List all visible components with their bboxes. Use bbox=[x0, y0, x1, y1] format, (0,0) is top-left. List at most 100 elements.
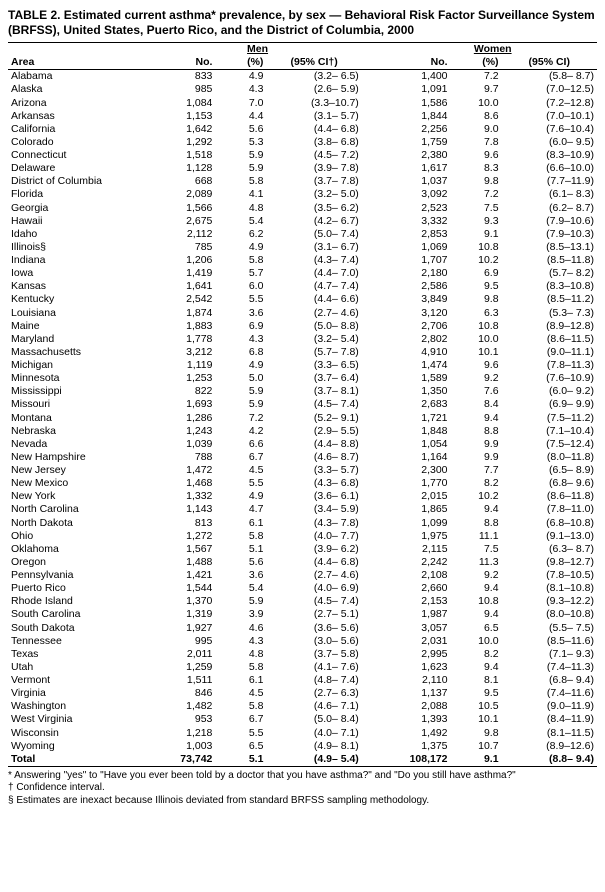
table-title: TABLE 2. Estimated current asthma* preva… bbox=[8, 8, 597, 38]
cell-men-no: 1,243 bbox=[153, 425, 215, 438]
cell-men-pct: 5.8 bbox=[215, 254, 266, 267]
cell-women-no: 1,865 bbox=[388, 503, 450, 516]
cell-men-pct: 5.8 bbox=[215, 175, 266, 188]
cell-men-ci: (3.5– 6.2) bbox=[266, 202, 361, 215]
cell-women-no: 1,393 bbox=[388, 713, 450, 726]
cell-women-no: 1,770 bbox=[388, 477, 450, 490]
cell-men-ci: (3.7– 8.1) bbox=[266, 385, 361, 398]
cell-women-ci: (7.1– 9.3) bbox=[502, 648, 597, 661]
cell-men-pct: 3.6 bbox=[215, 569, 266, 582]
cell-area: Delaware bbox=[8, 162, 153, 175]
cell-women-ci: (8.6–11.8) bbox=[502, 490, 597, 503]
cell-men-pct: 4.9 bbox=[215, 359, 266, 372]
cell-women-no: 1,617 bbox=[388, 162, 450, 175]
cell-men-no: 1,119 bbox=[153, 359, 215, 372]
cell-women-no: 2,523 bbox=[388, 202, 450, 215]
cell-women-pct: 10.8 bbox=[451, 241, 502, 254]
cell-men-no: 1,039 bbox=[153, 438, 215, 451]
cell-women-ci: (8.8– 9.4) bbox=[502, 753, 597, 767]
cell-women-pct: 9.2 bbox=[451, 372, 502, 385]
cell-women-ci: (7.1–10.4) bbox=[502, 425, 597, 438]
cell-women-no: 3,120 bbox=[388, 307, 450, 320]
cell-women-pct: 9.4 bbox=[451, 582, 502, 595]
table-row: South Dakota1,9274.6(3.6– 5.6)3,0576.5(5… bbox=[8, 622, 597, 635]
cell-women-no: 1,091 bbox=[388, 83, 450, 96]
cell-men-no: 1,332 bbox=[153, 490, 215, 503]
cell-area: Nevada bbox=[8, 438, 153, 451]
cell-men-ci: (3.2– 5.4) bbox=[266, 333, 361, 346]
cell-men-pct: 4.9 bbox=[215, 490, 266, 503]
cell-area: South Dakota bbox=[8, 622, 153, 635]
cell-women-pct: 9.6 bbox=[451, 149, 502, 162]
cell-women-ci: (7.8–10.5) bbox=[502, 569, 597, 582]
cell-men-ci: (5.2– 9.1) bbox=[266, 412, 361, 425]
cell-area: New York bbox=[8, 490, 153, 503]
cell-men-no: 1,693 bbox=[153, 398, 215, 411]
cell-women-no: 1,623 bbox=[388, 661, 450, 674]
cell-men-pct: 5.8 bbox=[215, 661, 266, 674]
table-row: Nebraska1,2434.2(2.9– 5.5)1,8488.8(7.1–1… bbox=[8, 425, 597, 438]
cell-men-no: 1,286 bbox=[153, 412, 215, 425]
cell-men-pct: 5.4 bbox=[215, 215, 266, 228]
cell-men-no: 846 bbox=[153, 687, 215, 700]
cell-men-pct: 6.2 bbox=[215, 228, 266, 241]
table-row: North Dakota8136.1(4.3– 7.8)1,0998.8(6.8… bbox=[8, 517, 597, 530]
cell-men-ci: (4.6– 7.1) bbox=[266, 700, 361, 713]
cell-women-no: 2,300 bbox=[388, 464, 450, 477]
cell-women-pct: 7.2 bbox=[451, 70, 502, 84]
cell-men-pct: 3.6 bbox=[215, 307, 266, 320]
cell-men-pct: 6.7 bbox=[215, 713, 266, 726]
cell-women-pct: 9.4 bbox=[451, 412, 502, 425]
cell-men-ci: (4.9– 8.1) bbox=[266, 740, 361, 753]
cell-women-ci: (8.9–12.8) bbox=[502, 320, 597, 333]
cell-women-no: 2,015 bbox=[388, 490, 450, 503]
cell-area: Idaho bbox=[8, 228, 153, 241]
cell-men-pct: 6.1 bbox=[215, 674, 266, 687]
cell-women-pct: 8.1 bbox=[451, 674, 502, 687]
cell-area: Tennessee bbox=[8, 635, 153, 648]
cell-men-ci: (3.7– 6.4) bbox=[266, 372, 361, 385]
table-row: Arizona1,0847.0(3.3–10.7)1,58610.0(7.2–1… bbox=[8, 97, 597, 110]
cell-women-no: 2,995 bbox=[388, 648, 450, 661]
cell-men-no: 1,421 bbox=[153, 569, 215, 582]
cell-women-pct: 7.5 bbox=[451, 202, 502, 215]
women-group-header: Women bbox=[388, 43, 597, 57]
cell-women-pct: 7.6 bbox=[451, 385, 502, 398]
cell-men-ci: (3.3– 6.5) bbox=[266, 359, 361, 372]
cell-area: Rhode Island bbox=[8, 595, 153, 608]
cell-women-pct: 10.0 bbox=[451, 333, 502, 346]
cell-men-pct: 3.9 bbox=[215, 608, 266, 621]
cell-men-ci: (3.9– 6.2) bbox=[266, 543, 361, 556]
cell-women-ci: (5.5– 7.5) bbox=[502, 622, 597, 635]
cell-area: Kansas bbox=[8, 280, 153, 293]
cell-area: Alabama bbox=[8, 70, 153, 84]
col-women-no: No. bbox=[388, 56, 450, 70]
cell-men-no: 1,259 bbox=[153, 661, 215, 674]
cell-men-ci: (3.2– 6.5) bbox=[266, 70, 361, 84]
cell-women-no: 2,110 bbox=[388, 674, 450, 687]
cell-women-no: 1,037 bbox=[388, 175, 450, 188]
table-row: Illinois§7854.9(3.1– 6.7)1,06910.8(8.5–1… bbox=[8, 241, 597, 254]
table-row: Virginia8464.5(2.7– 6.3)1,1379.5(7.4–11.… bbox=[8, 687, 597, 700]
cell-men-ci: (4.6– 8.7) bbox=[266, 451, 361, 464]
table-row: Massachusetts3,2126.8(5.7– 7.8)4,91010.1… bbox=[8, 346, 597, 359]
cell-men-no: 1,567 bbox=[153, 543, 215, 556]
cell-women-ci: (6.0– 9.2) bbox=[502, 385, 597, 398]
cell-men-pct: 4.8 bbox=[215, 648, 266, 661]
cell-men-no: 1,206 bbox=[153, 254, 215, 267]
table-row: Iowa1,4195.7(4.4– 7.0)2,1806.9(5.7– 8.2) bbox=[8, 267, 597, 280]
table-row: New York1,3324.9(3.6– 6.1)2,01510.2(8.6–… bbox=[8, 490, 597, 503]
cell-women-ci: (8.1–10.8) bbox=[502, 582, 597, 595]
cell-area: Oklahoma bbox=[8, 543, 153, 556]
cell-area: Missouri bbox=[8, 398, 153, 411]
table-row: California1,6425.6(4.4– 6.8)2,2569.0(7.6… bbox=[8, 123, 597, 136]
cell-men-ci: (4.4– 6.8) bbox=[266, 123, 361, 136]
cell-women-ci: (8.5–13.1) bbox=[502, 241, 597, 254]
cell-women-no: 1,987 bbox=[388, 608, 450, 621]
cell-men-pct: 5.4 bbox=[215, 582, 266, 595]
cell-women-pct: 7.5 bbox=[451, 543, 502, 556]
cell-women-no: 1,164 bbox=[388, 451, 450, 464]
cell-women-no: 1,589 bbox=[388, 372, 450, 385]
cell-women-ci: (7.9–10.3) bbox=[502, 228, 597, 241]
cell-men-ci: (2.7– 4.6) bbox=[266, 307, 361, 320]
